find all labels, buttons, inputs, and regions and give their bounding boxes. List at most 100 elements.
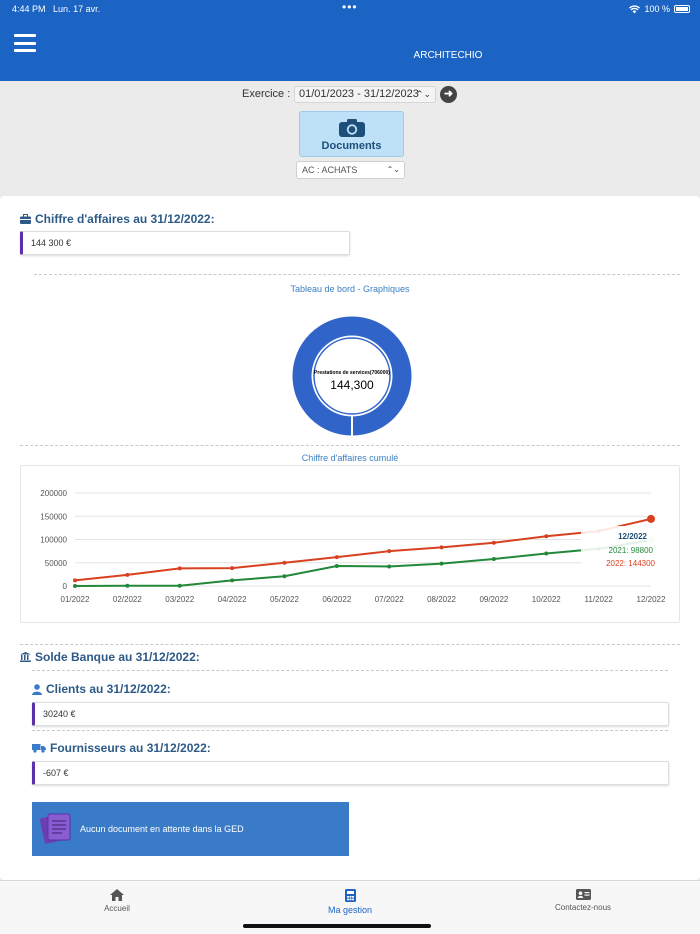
x-tick-label: 06/2022 (322, 595, 351, 604)
status-time-date: 4:44 PM Lun. 17 avr. (12, 4, 100, 14)
tab-accueil-label: Accueil (104, 904, 130, 913)
dashboard-caption: Tableau de bord - Graphiques (290, 284, 410, 294)
contact-card-icon (575, 889, 591, 900)
tab-ma-gestion-label: Ma gestion (327, 905, 373, 915)
clients-title: Clients au 31/12/2022: (32, 682, 171, 696)
calculator-icon (344, 889, 356, 902)
divider (32, 730, 668, 731)
data-point-2022 (387, 549, 392, 554)
bank-icon (20, 652, 31, 662)
menu-icon[interactable] (14, 34, 36, 52)
exercice-value: 01/01/2023 - 31/12/2023 (299, 88, 419, 100)
divider (34, 274, 680, 275)
documents-stack-icon (40, 813, 71, 844)
journal-select[interactable]: AC : ACHATS ⌃⌄ (296, 161, 405, 179)
ca-title: Chiffre d'affaires au 31/12/2022: (20, 212, 215, 226)
updown-chevron-icon: ⌃⌄ (415, 89, 431, 99)
home-icon (110, 889, 124, 901)
documents-label: Documents (321, 140, 382, 152)
x-tick-label: 10/2022 (532, 595, 561, 604)
data-point-2021 (334, 564, 339, 569)
battery-percent: 100 % (644, 4, 670, 14)
ca-title-text: Chiffre d'affaires au 31/12/2022: (35, 212, 215, 226)
data-point-2022 (177, 566, 182, 571)
donut-value: 144,300 (330, 378, 374, 392)
donut-chart: Prestations de services(706000) 144,300 (292, 316, 412, 438)
fournisseurs-value: -607 € (32, 761, 669, 785)
y-tick-label: 50000 (45, 559, 68, 568)
x-tick-label: 02/2022 (113, 595, 142, 604)
status-time: 4:44 PM (12, 4, 46, 14)
tooltip-2021: 2021: 98800 (609, 546, 654, 555)
wifi-icon (629, 4, 641, 13)
app-title: ARCHITECHIO (413, 50, 483, 61)
series-line-2022 (74, 517, 652, 582)
tab-accueil[interactable]: Accueil (97, 889, 137, 913)
exercice-label: Exercice : (242, 88, 291, 100)
journal-value: AC : ACHATS (302, 165, 358, 175)
status-date: Lun. 17 avr. (53, 4, 101, 14)
data-point-2021 (387, 564, 392, 569)
home-indicator (243, 924, 431, 928)
data-point-2021 (177, 583, 182, 588)
data-point-2022 (230, 566, 235, 571)
x-tick-label: 04/2022 (218, 595, 247, 604)
data-point-2021 (230, 578, 235, 583)
status-right: 100 % (629, 4, 690, 14)
x-tick-label: 12/2022 (637, 595, 666, 604)
clients-title-text: Clients au 31/12/2022: (46, 682, 171, 696)
multitask-dots-icon[interactable]: ••• (342, 0, 358, 14)
x-tick-label: 01/2022 (61, 595, 90, 604)
y-tick-label: 150000 (40, 512, 67, 521)
data-point-2021 (125, 583, 130, 588)
data-point-2022 (73, 578, 77, 583)
x-tick-label: 03/2022 (165, 595, 194, 604)
tooltip-2022: 2022: 144300 (606, 559, 655, 568)
line-chart: 200000 150000 100000 50000 0 01/2022 02/2022 03… (40, 489, 666, 604)
dashboard-card: Chiffre d'affaires au 31/12/2022: 144 30… (0, 196, 700, 880)
line-chart-panel: 200000 150000 100000 50000 0 01/2022 02/2022 03… (20, 465, 680, 623)
donut-label: Prestations de services(706000) (314, 370, 390, 376)
fournisseurs-title: Fournisseurs au 31/12/2022: (32, 741, 211, 755)
divider (20, 644, 680, 645)
arrow-right-icon[interactable]: ➜ (440, 86, 457, 103)
tab-ma-gestion[interactable]: Ma gestion (318, 889, 382, 915)
data-point-2021 (73, 584, 77, 588)
x-tick-label: 08/2022 (427, 595, 456, 604)
data-point-2021 (282, 574, 287, 579)
data-point-2021 (491, 557, 496, 562)
briefcase-icon (20, 214, 31, 224)
line-chart-caption: Chiffre d'affaires cumulé (301, 453, 399, 463)
data-point-2022 (544, 534, 549, 539)
battery-icon (674, 5, 690, 13)
data-point-2022 (491, 540, 496, 545)
updown-chevron-icon: ⌃⌄ (386, 165, 400, 174)
data-point-2022 (125, 572, 130, 577)
series-line-2021 (74, 539, 652, 587)
documents-button[interactable]: Documents (299, 111, 404, 157)
tooltip-title: 12/2022 (618, 532, 647, 541)
data-point-2022 (647, 514, 655, 523)
fournisseurs-title-text: Fournisseurs au 31/12/2022: (50, 741, 211, 755)
clients-value: 30240 € (32, 702, 669, 726)
ca-value: 144 300 € (20, 231, 350, 255)
data-point-2022 (334, 555, 339, 560)
data-point-2022 (439, 545, 444, 550)
ged-button[interactable]: Aucun document en attente dans la GED (32, 802, 349, 856)
x-tick-label: 11/2022 (584, 595, 613, 604)
truck-icon (32, 744, 46, 753)
ged-label: Aucun document en attente dans la GED (80, 824, 244, 834)
tab-contactez-nous[interactable]: Contactez-nous (548, 889, 618, 912)
data-point-2021 (439, 561, 444, 566)
banque-title: Solde Banque au 31/12/2022: (20, 650, 200, 664)
y-tick-label: 200000 (40, 489, 67, 498)
divider (20, 445, 680, 446)
tooltip-box (581, 526, 659, 572)
y-tick-label: 100000 (40, 536, 67, 545)
tab-contactez-nous-label: Contactez-nous (554, 903, 612, 912)
data-point-2021 (544, 551, 549, 556)
x-tick-label: 07/2022 (375, 595, 404, 604)
user-icon (32, 683, 42, 695)
x-tick-label: 09/2022 (479, 595, 508, 604)
exercice-select[interactable]: 01/01/2023 - 31/12/2023 ⌃⌄ (294, 86, 436, 103)
